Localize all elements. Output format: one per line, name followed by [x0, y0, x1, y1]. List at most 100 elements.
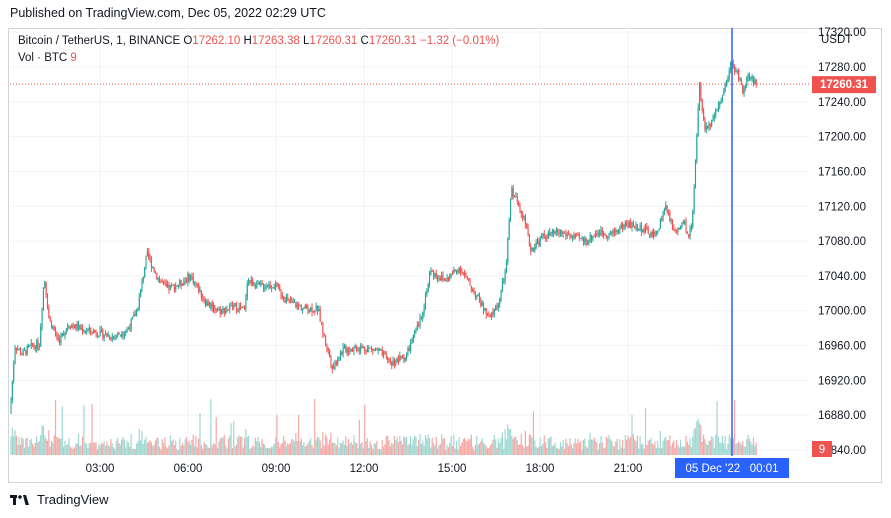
- volume-bar: [33, 446, 35, 455]
- candle-body: [146, 251, 148, 256]
- candle-body: [555, 230, 557, 232]
- candle-body: [306, 304, 308, 309]
- time-axis[interactable]: 03:00 06:00 09:00 12:00 15:00 18:00 21:00: [86, 463, 643, 475]
- volume-bar: [667, 439, 670, 455]
- volume-bar: [156, 437, 158, 455]
- volume-bar: [285, 446, 287, 455]
- volume-bar: [708, 440, 710, 455]
- candle-body: [260, 283, 262, 285]
- volume-bar: [464, 437, 466, 455]
- volume-bar: [118, 443, 120, 455]
- volume-bar: [596, 442, 598, 455]
- candle-body: [142, 277, 144, 281]
- volume-bar: [431, 437, 433, 455]
- candle-body: [125, 331, 127, 333]
- candle-body: [319, 309, 321, 322]
- candle-body: [639, 225, 641, 230]
- candle-body: [709, 123, 711, 126]
- volume-bar: [426, 438, 428, 455]
- volume-bar: [162, 442, 165, 455]
- volume-bar: [108, 446, 111, 455]
- candle-body: [130, 318, 132, 329]
- volume-label[interactable]: Vol · BTC: [18, 52, 68, 64]
- candle-body: [127, 328, 130, 330]
- candle-body: [437, 276, 439, 279]
- volume-bar: [445, 450, 447, 455]
- volume-bar: [161, 439, 163, 455]
- volume-bar: [748, 438, 751, 455]
- volume-bar: [412, 438, 414, 455]
- candle-body: [242, 306, 244, 309]
- candle-body: [630, 222, 632, 228]
- published-header: Published on TradingView.com, Dec 05, 20…: [10, 6, 326, 20]
- candle-body: [402, 357, 404, 359]
- candle-body: [184, 280, 186, 282]
- candle-body: [528, 234, 530, 247]
- volume-bar: [300, 438, 302, 455]
- volume-bar: [360, 443, 362, 455]
- candle-body: [361, 346, 363, 348]
- candle-body: [53, 326, 55, 331]
- volume-bar: [98, 444, 100, 455]
- volume-bar: [260, 446, 262, 455]
- volume-bar: [717, 436, 719, 455]
- volume-bar: [23, 447, 26, 455]
- volume-bar: [107, 445, 109, 455]
- candle-body: [473, 291, 475, 293]
- candle-body: [618, 231, 620, 233]
- volume-bar: [262, 444, 265, 455]
- volume-bar: [34, 442, 36, 455]
- volume-bar: [391, 442, 393, 455]
- volume-bar: [530, 434, 532, 455]
- volume-bar: [57, 437, 59, 455]
- candle-body: [10, 399, 12, 414]
- volume-bar: [451, 445, 454, 455]
- volume-bar: [123, 439, 125, 455]
- candle-body: [613, 229, 616, 233]
- x-tick-label: 09:00: [262, 463, 291, 475]
- candle-body: [504, 270, 506, 282]
- tradingview-logo-icon: [10, 494, 29, 505]
- volume-bar: [219, 438, 221, 455]
- volume-bar: [117, 437, 119, 455]
- volume-bar: [275, 437, 277, 455]
- volume-bar: [623, 448, 625, 455]
- volume-bar: [252, 445, 254, 455]
- volume-bar: [616, 438, 618, 455]
- volume-bar: [728, 434, 730, 455]
- candle-body: [746, 77, 748, 87]
- volume-bar: [36, 436, 38, 455]
- candle-body: [419, 317, 421, 326]
- volume-bar: [735, 443, 737, 455]
- volume-bar: [272, 446, 274, 455]
- volume-bar: [468, 438, 470, 455]
- volume-bar: [131, 449, 134, 455]
- candle-body: [510, 199, 512, 221]
- volume-bar: [420, 443, 422, 455]
- volume-bar: [310, 438, 312, 455]
- volume-bar: [399, 435, 401, 455]
- candle-body: [177, 285, 179, 287]
- candle-body: [34, 346, 36, 350]
- candle-body: [311, 307, 313, 313]
- candle-body: [341, 352, 343, 355]
- candle-body: [663, 208, 665, 213]
- candle-body: [333, 366, 335, 370]
- volume-bar: [554, 442, 556, 455]
- footer-brand[interactable]: TradingView: [10, 492, 109, 507]
- volume-bar: [670, 445, 672, 455]
- candle-body: [138, 296, 140, 310]
- price-axis[interactable]: 16840.0016880.0016920.0016960.0017000.00…: [818, 27, 866, 457]
- currency-label: USDT: [821, 34, 853, 46]
- candle-body: [659, 219, 661, 229]
- symbol-label[interactable]: Bitcoin / TetherUS, 1, BINANCE: [18, 35, 181, 47]
- volume-bar: [411, 444, 413, 455]
- candle-body: [179, 280, 181, 286]
- volume-bar: [720, 442, 722, 455]
- volume-bar: [64, 440, 66, 455]
- volume-bar: [713, 448, 715, 455]
- volume-bar: [455, 440, 458, 455]
- volume-bar: [183, 445, 185, 455]
- candle-body: [665, 205, 667, 209]
